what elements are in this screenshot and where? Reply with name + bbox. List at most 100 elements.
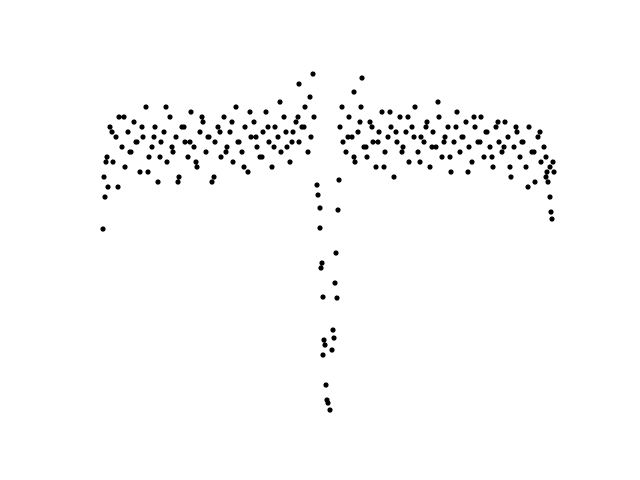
point bbox=[451, 139, 457, 145]
point bbox=[331, 335, 337, 341]
point bbox=[409, 124, 415, 130]
point bbox=[346, 114, 352, 120]
point bbox=[164, 159, 170, 165]
point bbox=[496, 139, 502, 145]
point bbox=[187, 139, 193, 145]
point bbox=[373, 164, 379, 170]
point bbox=[511, 144, 517, 150]
point bbox=[119, 144, 125, 150]
point bbox=[332, 280, 338, 286]
point bbox=[352, 159, 358, 165]
point bbox=[334, 295, 340, 301]
point bbox=[283, 129, 289, 135]
point bbox=[131, 119, 137, 125]
point bbox=[550, 159, 556, 165]
point bbox=[351, 89, 357, 95]
point bbox=[322, 342, 328, 348]
point bbox=[397, 114, 403, 120]
point bbox=[493, 124, 499, 130]
point bbox=[155, 179, 161, 185]
point bbox=[329, 347, 335, 353]
point bbox=[340, 139, 346, 145]
point bbox=[245, 169, 251, 175]
point bbox=[193, 159, 199, 165]
point bbox=[151, 134, 157, 140]
point bbox=[376, 129, 382, 135]
point bbox=[345, 134, 351, 140]
point bbox=[296, 81, 302, 87]
point bbox=[466, 144, 472, 150]
point bbox=[221, 114, 227, 120]
point bbox=[102, 194, 108, 200]
point bbox=[442, 134, 448, 140]
point bbox=[457, 149, 463, 155]
point bbox=[551, 169, 557, 175]
point bbox=[459, 134, 465, 140]
point bbox=[169, 144, 175, 150]
point bbox=[427, 164, 433, 170]
point bbox=[233, 104, 239, 110]
point bbox=[387, 109, 393, 115]
point bbox=[537, 129, 543, 135]
point bbox=[379, 109, 385, 115]
point bbox=[499, 149, 505, 155]
point bbox=[543, 174, 549, 180]
point bbox=[321, 337, 327, 343]
point bbox=[241, 164, 247, 170]
point bbox=[411, 134, 417, 140]
point bbox=[115, 184, 121, 190]
point bbox=[104, 154, 110, 160]
point bbox=[319, 260, 325, 266]
point bbox=[109, 129, 115, 135]
point bbox=[175, 179, 181, 185]
point bbox=[161, 129, 167, 135]
point bbox=[417, 159, 423, 165]
point bbox=[514, 129, 520, 135]
point bbox=[327, 407, 333, 413]
point bbox=[320, 352, 326, 358]
point bbox=[325, 400, 331, 406]
point bbox=[453, 124, 459, 130]
point bbox=[242, 124, 248, 130]
point bbox=[343, 149, 349, 155]
point bbox=[227, 129, 233, 135]
point bbox=[495, 119, 501, 125]
point bbox=[364, 154, 370, 160]
point bbox=[149, 144, 155, 150]
point bbox=[463, 119, 469, 125]
point bbox=[188, 109, 194, 115]
point bbox=[433, 144, 439, 150]
point bbox=[519, 139, 525, 145]
point bbox=[381, 164, 387, 170]
point bbox=[121, 114, 127, 120]
point bbox=[429, 144, 435, 150]
point bbox=[140, 134, 146, 140]
point bbox=[336, 177, 342, 183]
point bbox=[311, 114, 317, 120]
point bbox=[181, 124, 187, 130]
point bbox=[337, 124, 343, 130]
point bbox=[445, 124, 451, 130]
point bbox=[229, 119, 235, 125]
point bbox=[287, 159, 293, 165]
point bbox=[363, 144, 369, 150]
point bbox=[430, 129, 436, 135]
point bbox=[394, 139, 400, 145]
point bbox=[203, 149, 209, 155]
point bbox=[284, 144, 290, 150]
point bbox=[447, 154, 453, 160]
point bbox=[143, 104, 149, 110]
point bbox=[548, 209, 554, 215]
point bbox=[289, 139, 295, 145]
point bbox=[239, 149, 245, 155]
point bbox=[182, 139, 188, 145]
point bbox=[254, 144, 260, 150]
point bbox=[125, 129, 131, 135]
point bbox=[412, 104, 418, 110]
point bbox=[333, 250, 339, 256]
point bbox=[191, 144, 197, 150]
point bbox=[127, 149, 133, 155]
point bbox=[531, 149, 537, 155]
